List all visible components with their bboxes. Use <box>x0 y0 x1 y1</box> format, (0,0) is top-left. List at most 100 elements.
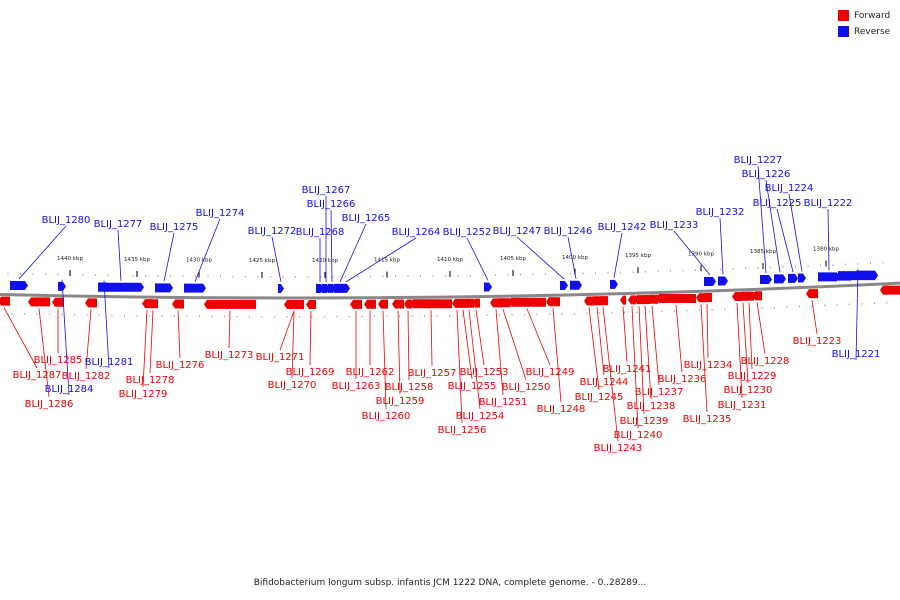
gene-label: BLIJ_1243 <box>594 443 643 454</box>
gene-leader-line <box>757 165 767 273</box>
gene-leader-line <box>631 306 639 429</box>
gene-leader-line <box>811 300 818 335</box>
gene-label: BLIJ_1256 <box>438 425 487 436</box>
gene-arrow <box>880 285 900 295</box>
gene-label: BLIJ_1251 <box>479 397 528 408</box>
gene-label: BLIJ_1249 <box>526 367 575 378</box>
gene-leader-line <box>526 308 551 366</box>
gene-label: BLIJ_1274 <box>196 208 245 219</box>
gene-leader-line <box>194 218 221 282</box>
gene-label: BLIJ_1235 <box>683 414 732 425</box>
gene-arrow <box>472 298 480 308</box>
gene-arrow <box>704 276 716 286</box>
gene-arrow <box>570 280 582 290</box>
gene-label: BLIJ_1269 <box>286 367 335 378</box>
gene-arrow <box>0 296 10 306</box>
gene-arrow <box>838 271 854 281</box>
ruler-tick-label: 1410 kbp <box>437 257 463 263</box>
gene-arrow <box>278 283 284 293</box>
gene-label: BLIJ_1236 <box>658 374 707 385</box>
forward-swatch <box>838 10 849 21</box>
gene-leader-line <box>163 232 175 282</box>
gene-arrow <box>98 282 144 292</box>
gene-leader-line <box>776 208 794 272</box>
gene-leader-line <box>706 304 709 359</box>
gene-track <box>0 270 900 309</box>
gene-leader-line <box>613 232 623 278</box>
gene-arrow <box>598 296 608 306</box>
ruler-tick-label: 1420 kbp <box>312 258 338 264</box>
ruler-tick-label: 1395 kbp <box>625 253 651 259</box>
gene-label: BLIJ_1260 <box>362 411 411 422</box>
gene-label: BLIJ_1278 <box>126 375 175 386</box>
gene-arrow <box>788 273 798 283</box>
gene-label: BLIJ_1266 <box>307 199 356 210</box>
gene-arrow <box>744 291 754 301</box>
gene-label: BLIJ_1252 <box>443 227 492 238</box>
gene-label: BLIJ_1280 <box>42 215 91 226</box>
gene-arrow <box>10 280 28 290</box>
ruler-tick-label: 1430 kbp <box>186 258 212 264</box>
gene-label: BLIJ_1225 <box>753 198 802 209</box>
gene-label: BLIJ_1276 <box>156 360 205 371</box>
gene-arrow <box>290 299 298 309</box>
gene-arrow <box>718 276 728 286</box>
gene-arrow <box>620 295 626 305</box>
genome-caption: Bifidobacterium longum subsp. infantis J… <box>253 578 647 588</box>
legend-label-forward: Forward <box>854 10 891 21</box>
gene-arrow <box>546 297 560 307</box>
gene-label: BLIJ_1233 <box>650 220 699 231</box>
gene-label: BLIJ_1226 <box>742 169 791 180</box>
gene-leader-line <box>495 309 504 396</box>
gene-leader-line <box>675 305 683 373</box>
gene-leader-line <box>397 310 401 395</box>
gene-label: BLIJ_1264 <box>392 227 441 238</box>
gene-labels: BLIJ_1287 BLIJ_1286 BLIJ_1285 BLIJ_1284 BLIJ… <box>3 155 880 454</box>
gene-leader-line <box>345 237 417 283</box>
gene-arrow <box>342 283 350 293</box>
ruler-tick-label: 1415 kbp <box>374 258 400 264</box>
gene-label: BLIJ_1237 <box>635 387 684 398</box>
gene-leader-line <box>462 309 473 380</box>
gene-leader-line <box>502 309 527 381</box>
gene-label: BLIJ_1232 <box>696 207 745 218</box>
ruler-tick-label: 1435 kbp <box>124 257 150 263</box>
gene-arrow <box>496 298 510 308</box>
legend-item-reverse: Reverse <box>838 24 900 39</box>
gene-leader-line <box>700 304 708 413</box>
gene-label: BLIJ_1247 <box>493 226 542 237</box>
gene-arrow <box>560 281 568 291</box>
gene-label: BLIJ_1253 <box>460 367 509 378</box>
gene-arrow <box>184 283 206 293</box>
gene-label: BLIJ_1255 <box>448 381 497 392</box>
gene-label: BLIJ_1277 <box>94 219 143 230</box>
gene-leader-line <box>468 309 481 410</box>
gene-label: BLIJ_1265 <box>342 213 391 224</box>
gene-arrow <box>610 279 618 289</box>
gene-label: BLIJ_1228 <box>741 356 790 367</box>
ruler-tick-label: 1380 kbp <box>813 246 839 252</box>
gene-leader-line <box>279 310 295 351</box>
gene-arrow <box>85 298 97 308</box>
gene-arrow <box>306 299 316 309</box>
genome-backbone <box>0 281 900 300</box>
gene-leader-line <box>142 310 148 388</box>
gene-leader-line <box>765 179 781 273</box>
gene-arrow <box>702 293 712 303</box>
gene-label: BLIJ_1271 <box>256 352 305 363</box>
gene-label: BLIJ_1223 <box>793 336 842 347</box>
gene-arrow <box>752 291 762 301</box>
gene-leader-line <box>85 309 92 370</box>
ruler-tick-label: 1425 kbp <box>249 258 275 264</box>
gene-label: BLIJ_1242 <box>598 222 647 233</box>
gene-label: BLIJ_1287 <box>13 370 62 381</box>
gene-label: BLIJ_1286 <box>25 399 74 410</box>
gene-leader-line <box>827 208 830 271</box>
gene-label: BLIJ_1230 <box>724 385 773 396</box>
ruler: 1440 kbp 1435 kbp 1430 kbp 1425 kbp 1420 kbp… <box>7 246 888 318</box>
gene-label: BLIJ_1234 <box>684 360 733 371</box>
gene-leader-line <box>18 225 67 280</box>
gene-label: BLIJ_1231 <box>718 400 767 411</box>
gene-arrow <box>204 299 256 309</box>
